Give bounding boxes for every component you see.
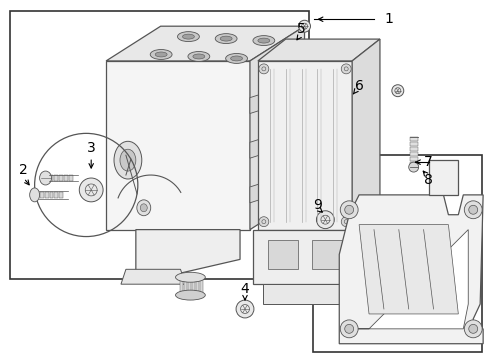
- Circle shape: [341, 64, 350, 74]
- Polygon shape: [252, 230, 356, 284]
- Bar: [60, 175, 63, 181]
- Ellipse shape: [120, 149, 136, 171]
- Bar: [313, 155, 481, 352]
- Ellipse shape: [187, 51, 209, 62]
- Polygon shape: [353, 230, 468, 329]
- Ellipse shape: [140, 204, 147, 212]
- Polygon shape: [257, 39, 379, 61]
- Polygon shape: [106, 26, 304, 61]
- Bar: [200, 277, 203, 295]
- Ellipse shape: [175, 290, 205, 300]
- Circle shape: [341, 217, 350, 227]
- Text: 4: 4: [240, 282, 249, 296]
- Polygon shape: [121, 269, 185, 284]
- Text: 3: 3: [87, 141, 95, 155]
- Ellipse shape: [192, 54, 204, 59]
- Bar: [188, 277, 191, 295]
- Bar: [64, 175, 68, 181]
- Polygon shape: [136, 230, 240, 274]
- Ellipse shape: [114, 141, 142, 179]
- Polygon shape: [249, 132, 282, 158]
- Ellipse shape: [225, 54, 247, 63]
- Circle shape: [391, 85, 403, 96]
- Bar: [60, 192, 63, 198]
- Bar: [409, 137, 417, 141]
- Circle shape: [408, 162, 418, 172]
- Circle shape: [258, 217, 268, 227]
- Circle shape: [463, 320, 481, 338]
- Bar: [69, 175, 73, 181]
- Bar: [54, 192, 59, 198]
- Ellipse shape: [40, 171, 51, 185]
- Bar: [409, 157, 417, 161]
- Text: 8: 8: [423, 173, 432, 187]
- Polygon shape: [427, 160, 457, 195]
- Bar: [409, 147, 417, 151]
- Bar: [49, 192, 53, 198]
- Bar: [180, 277, 183, 295]
- Polygon shape: [351, 39, 379, 230]
- Circle shape: [236, 300, 253, 318]
- Polygon shape: [249, 176, 282, 203]
- Ellipse shape: [220, 36, 232, 41]
- Bar: [54, 175, 59, 181]
- Polygon shape: [249, 87, 282, 113]
- Bar: [184, 277, 187, 295]
- Ellipse shape: [175, 272, 205, 282]
- Bar: [263, 284, 346, 304]
- Circle shape: [79, 178, 103, 202]
- Bar: [312, 239, 342, 269]
- Circle shape: [340, 320, 357, 338]
- Text: 2: 2: [20, 163, 28, 177]
- Ellipse shape: [30, 188, 40, 202]
- Ellipse shape: [155, 52, 167, 57]
- Polygon shape: [106, 61, 249, 230]
- Text: 9: 9: [312, 198, 321, 212]
- Ellipse shape: [137, 200, 150, 216]
- Text: 1: 1: [384, 12, 392, 26]
- Text: 6: 6: [354, 79, 363, 93]
- Ellipse shape: [215, 33, 237, 44]
- Ellipse shape: [230, 56, 242, 61]
- Bar: [10, 11, 309, 279]
- Bar: [409, 142, 417, 146]
- Circle shape: [316, 211, 334, 229]
- Text: 7: 7: [423, 155, 432, 169]
- Circle shape: [344, 205, 353, 214]
- Ellipse shape: [182, 34, 194, 39]
- Bar: [192, 277, 195, 295]
- Text: 5: 5: [297, 22, 305, 36]
- Polygon shape: [339, 195, 482, 344]
- Ellipse shape: [252, 36, 274, 46]
- Circle shape: [468, 324, 477, 333]
- Bar: [409, 152, 417, 156]
- Bar: [40, 192, 43, 198]
- Bar: [196, 277, 199, 295]
- Bar: [44, 192, 48, 198]
- Polygon shape: [257, 61, 351, 230]
- Polygon shape: [358, 225, 457, 314]
- Circle shape: [340, 201, 357, 219]
- Polygon shape: [249, 26, 304, 230]
- Bar: [409, 162, 417, 166]
- Bar: [49, 175, 53, 181]
- Bar: [267, 239, 297, 269]
- Circle shape: [344, 324, 353, 333]
- Ellipse shape: [257, 38, 269, 43]
- Circle shape: [463, 201, 481, 219]
- Ellipse shape: [150, 50, 172, 59]
- Ellipse shape: [177, 32, 199, 41]
- Circle shape: [468, 205, 477, 214]
- Circle shape: [298, 20, 310, 32]
- Circle shape: [258, 64, 268, 74]
